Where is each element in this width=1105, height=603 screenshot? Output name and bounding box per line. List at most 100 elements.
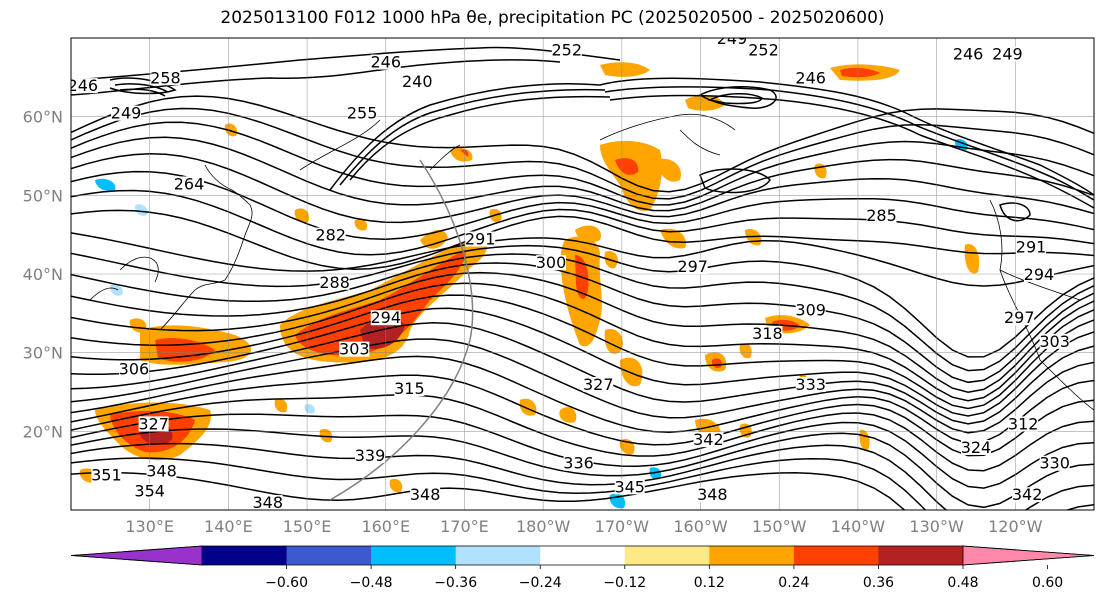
colorbar-segment [540, 546, 626, 565]
contour-label-bg [1039, 455, 1070, 471]
contour-label-bg [410, 487, 441, 503]
contour-line [71, 209, 1094, 271]
contour-label-bg [174, 176, 205, 192]
colorbar-min-extension [70, 545, 203, 566]
contour-line [71, 232, 1094, 287]
contour-label: 285 [866, 206, 897, 225]
contour-label-bg [693, 432, 724, 448]
latitude-label: 40°N [23, 265, 63, 284]
contour-label: 297 [1004, 308, 1035, 327]
contour-label: 327 [583, 375, 614, 394]
contour-label-bg [370, 54, 401, 70]
colorbar-tick-label: −0.24 [519, 575, 562, 591]
contour-label: 246 [953, 45, 984, 64]
contour-line [71, 394, 1094, 472]
longitude-label: 130°E [125, 517, 174, 536]
colorbar-tick-label: −0.12 [603, 575, 646, 591]
contour-line [71, 307, 1094, 417]
contour-label: 249 [717, 29, 748, 48]
contour-label-bg [795, 377, 826, 393]
contour-label-bg [697, 487, 728, 503]
contour-label-bg [752, 325, 783, 341]
colorbar-tick-label: 0.60 [1032, 575, 1063, 591]
coastlines [89, 113, 1094, 411]
dateline-curve [329, 159, 474, 501]
contour-label-bg [992, 46, 1023, 62]
contour-label-bg [355, 447, 386, 463]
latitude-label: 60°N [23, 108, 63, 127]
contour-label: 246 [68, 76, 99, 95]
contour-label-bg [134, 483, 165, 499]
contour-line [71, 244, 1094, 358]
contour-label: 336 [563, 454, 594, 473]
colorbar-tick-label: 0.12 [694, 575, 725, 591]
contour-label: 345 [614, 477, 645, 496]
contour-label: 288 [319, 273, 350, 292]
contour-label-bg [1004, 310, 1035, 326]
contour-label: 291 [1016, 237, 1047, 256]
latitude-label: 30°N [23, 344, 63, 363]
contour-label: 291 [465, 230, 496, 249]
contour-line [71, 294, 1094, 410]
contour-label: 252 [748, 41, 779, 60]
contour-label-bg [465, 231, 496, 247]
contour-label: 339 [355, 446, 386, 465]
longitude-label: 160°W [673, 517, 728, 536]
contour-label: 258 [150, 68, 181, 87]
contour-label: 282 [315, 226, 346, 245]
contour-label: 312 [1008, 414, 1039, 433]
contour-label: 264 [174, 174, 205, 193]
contour-label-bg [583, 377, 614, 393]
longitude-label: 130°W [909, 517, 964, 536]
contour-label: 348 [410, 485, 441, 504]
contour-label-bg [953, 46, 984, 62]
contour-label: 294 [1024, 265, 1055, 284]
contour-label-bg [563, 455, 594, 471]
contour-label: 252 [551, 41, 582, 60]
contour-line [71, 262, 1094, 384]
contour-label-bg [1016, 239, 1047, 255]
contour-label: 342 [693, 430, 724, 449]
colorbar-tick-label: −0.60 [265, 575, 308, 591]
contour-label-bg [370, 310, 401, 326]
contour-label: 306 [119, 359, 150, 378]
contour-label: 342 [1012, 485, 1043, 504]
contour-label: 246 [370, 53, 401, 72]
longitude-label: 120°W [988, 517, 1043, 536]
longitude-labels: 130°E 140°E 150°E 160°E 170°E 180°W 170°W 160°W… [125, 517, 1042, 536]
longitude-label: 170°W [595, 517, 650, 536]
map-title: 2025013100 F012 1000 hPa θe, precipitati… [220, 8, 885, 28]
colorbar-tick-label: −0.48 [350, 575, 393, 591]
colorbar-segment [793, 546, 879, 565]
colorbar-tick-label: 0.36 [863, 575, 894, 591]
contour-label: 303 [339, 340, 370, 359]
contour-line [71, 95, 1094, 193]
contour-label-bg [118, 361, 149, 377]
colorbar-tick-label: 0.24 [778, 575, 809, 591]
contour-label-bg [138, 416, 169, 432]
contour-label-bg [866, 207, 897, 223]
contour-label-bg [339, 341, 370, 357]
contour-line [71, 428, 1094, 509]
contour-label-bg [91, 467, 122, 483]
contour-label-bg [1008, 416, 1039, 432]
contour-label: 348 [146, 462, 177, 481]
contour-label: 351 [91, 466, 122, 485]
contour-label: 324 [961, 438, 992, 457]
contour-line [71, 355, 1094, 445]
contour-label-bg [319, 274, 350, 290]
longitude-label: 180°W [516, 517, 571, 536]
contour-label-bg [960, 440, 991, 455]
contour-label: 294 [370, 308, 401, 327]
latitude-label: 20°N [23, 422, 63, 441]
contour-label: 249 [111, 104, 142, 123]
contour-line [71, 253, 1094, 372]
contour-line [71, 153, 1094, 224]
theta-e-contours [71, 95, 1094, 510]
contour-label-bg [717, 38, 748, 46]
colorbar-segment [878, 546, 964, 565]
contour-line [71, 471, 906, 510]
colorbar-segment [371, 546, 457, 565]
contour-label-bg [150, 70, 181, 86]
